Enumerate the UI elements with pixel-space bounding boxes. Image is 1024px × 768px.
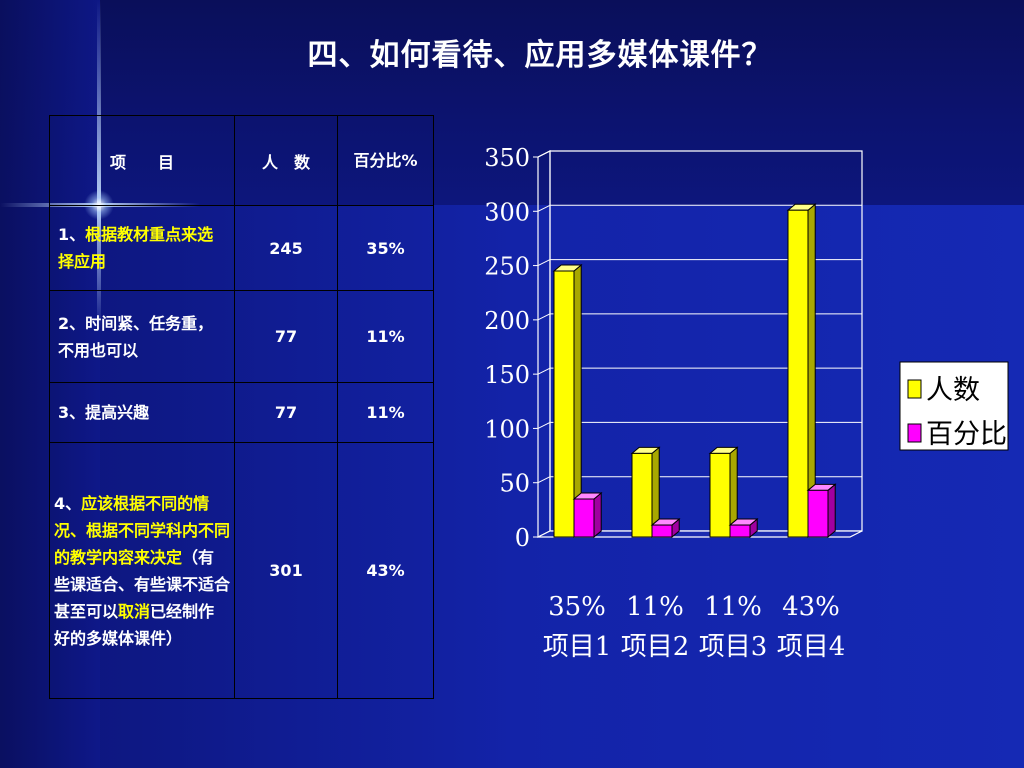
x-category-percent-label: 11% bbox=[626, 592, 684, 622]
bar-percent-side bbox=[593, 491, 602, 539]
table-row: 4、应该根据不同的情况、根据不同学科内不同的教学内容来决定（有些课适合、有些课不… bbox=[49, 442, 434, 699]
x-category-label: 项目4 bbox=[777, 632, 846, 662]
row3-percent: 11% bbox=[337, 382, 434, 443]
row1-count: 245 bbox=[234, 205, 338, 291]
row2-percent: 11% bbox=[337, 290, 434, 383]
row4-yellow-text-2: 取消 bbox=[118, 601, 151, 621]
row1-prefix: 1、 bbox=[58, 225, 86, 244]
x-category-percent-label: 11% bbox=[704, 592, 762, 622]
table-row: 3、提高兴趣 77 11% bbox=[49, 382, 434, 443]
header-item: 项 目 bbox=[49, 115, 235, 206]
bar-percent-side bbox=[827, 483, 836, 539]
legend-label: 百分比 bbox=[926, 419, 1007, 450]
row2-item: 2、时间紧、任务重，不用也可以 bbox=[49, 290, 235, 383]
bar-chart: 0 50 100 150 200 250 300 350 35% 项目1 11% 项目2 11% 项目3 4… bbox=[484, 144, 1009, 662]
header-percent: 百分比% bbox=[337, 115, 434, 206]
y-tick-label: 300 bbox=[484, 198, 530, 226]
row4-rest-text-2: 已经制作好的多媒体课件） bbox=[54, 601, 215, 648]
row1-yellow-text: 根据教材重点来选择应用 bbox=[58, 225, 214, 271]
row4-item: 4、应该根据不同的情况、根据不同学科内不同的教学内容来决定（有些课适合、有些课不… bbox=[49, 442, 235, 699]
row1-item: 1、根据教材重点来选择应用 bbox=[49, 205, 235, 291]
y-tick-label: 150 bbox=[484, 361, 530, 389]
legend-label: 人数 bbox=[926, 375, 980, 406]
bar-count bbox=[787, 209, 809, 538]
row3-count: 77 bbox=[234, 382, 338, 443]
x-category-label: 项目2 bbox=[621, 632, 690, 662]
x-category-percent-label: 43% bbox=[782, 592, 840, 622]
chart-side-wall bbox=[537, 150, 551, 538]
header-count: 人 数 bbox=[234, 115, 338, 206]
gridline-side bbox=[537, 259, 551, 267]
row4-yellow-text: 应该根据不同的情况、根据不同学科内不同的教学内容来决定 bbox=[54, 493, 231, 567]
y-tick-label: 350 bbox=[484, 144, 530, 172]
bar-percent bbox=[807, 489, 829, 538]
header-item-label: 项 目 bbox=[109, 152, 174, 172]
table-header-row: 项 目 人 数 百分比% bbox=[49, 115, 434, 206]
bar-percent bbox=[729, 524, 751, 538]
x-category-label: 项目3 bbox=[699, 632, 768, 662]
gridline-side bbox=[537, 476, 551, 484]
table-row: 1、根据教材重点来选择应用 245 35% bbox=[49, 205, 434, 291]
row4-count: 301 bbox=[234, 442, 338, 699]
table-row: 2、时间紧、任务重，不用也可以 77 11% bbox=[49, 290, 434, 383]
row3-text: 提高兴趣 bbox=[85, 403, 150, 422]
row1-item-text: 1、根据教材重点来选择应用 bbox=[50, 217, 234, 279]
row4-rest-text: （有些课适合、有些课不适合甚至可以 bbox=[54, 547, 231, 621]
gridline-side bbox=[537, 421, 551, 429]
y-tick-label: 0 bbox=[515, 524, 530, 552]
legend-swatch bbox=[907, 379, 922, 399]
gridline-side bbox=[537, 150, 551, 158]
row4-percent: 43% bbox=[337, 442, 434, 699]
y-tick-label: 100 bbox=[484, 415, 530, 443]
y-tick-label: 50 bbox=[499, 470, 530, 498]
bar-count bbox=[553, 270, 575, 538]
row2-count: 77 bbox=[234, 290, 338, 383]
header-percent-label: 百分比% bbox=[353, 150, 418, 170]
x-category-percent-label: 35% bbox=[548, 592, 606, 622]
gridline-side bbox=[537, 204, 551, 212]
y-tick-label: 200 bbox=[484, 307, 530, 335]
row1-percent: 35% bbox=[337, 205, 434, 291]
legend-swatch bbox=[907, 423, 922, 443]
row2-item-text: 2、时间紧、任务重，不用也可以 bbox=[50, 306, 234, 368]
row3-prefix: 3、 bbox=[58, 403, 86, 422]
slide-title: 四、如何看待、应用多媒体课件？ bbox=[307, 38, 773, 73]
row3-item: 3、提高兴趣 bbox=[49, 382, 235, 443]
row4-prefix: 4、 bbox=[54, 493, 82, 513]
gridline-side bbox=[537, 367, 551, 375]
bar-percent bbox=[573, 498, 595, 538]
row2-text: 时间紧、任务重，不用也可以 bbox=[58, 313, 214, 360]
bar-percent bbox=[651, 524, 673, 538]
survey-table: 项 目 人 数 百分比% 1、根据教材重点来选择应用 245 35% 2、时间紧… bbox=[49, 115, 434, 699]
bar-count bbox=[709, 452, 731, 538]
bar-count bbox=[631, 452, 653, 538]
gridline-side bbox=[537, 313, 551, 321]
row3-item-text: 3、提高兴趣 bbox=[50, 395, 234, 430]
x-category-label: 项目1 bbox=[543, 632, 612, 662]
y-tick-label: 250 bbox=[484, 253, 530, 281]
row2-prefix: 2、 bbox=[58, 313, 86, 333]
row4-item-text: 4、应该根据不同的情况、根据不同学科内不同的教学内容来决定（有些课适合、有些课不… bbox=[50, 486, 234, 656]
